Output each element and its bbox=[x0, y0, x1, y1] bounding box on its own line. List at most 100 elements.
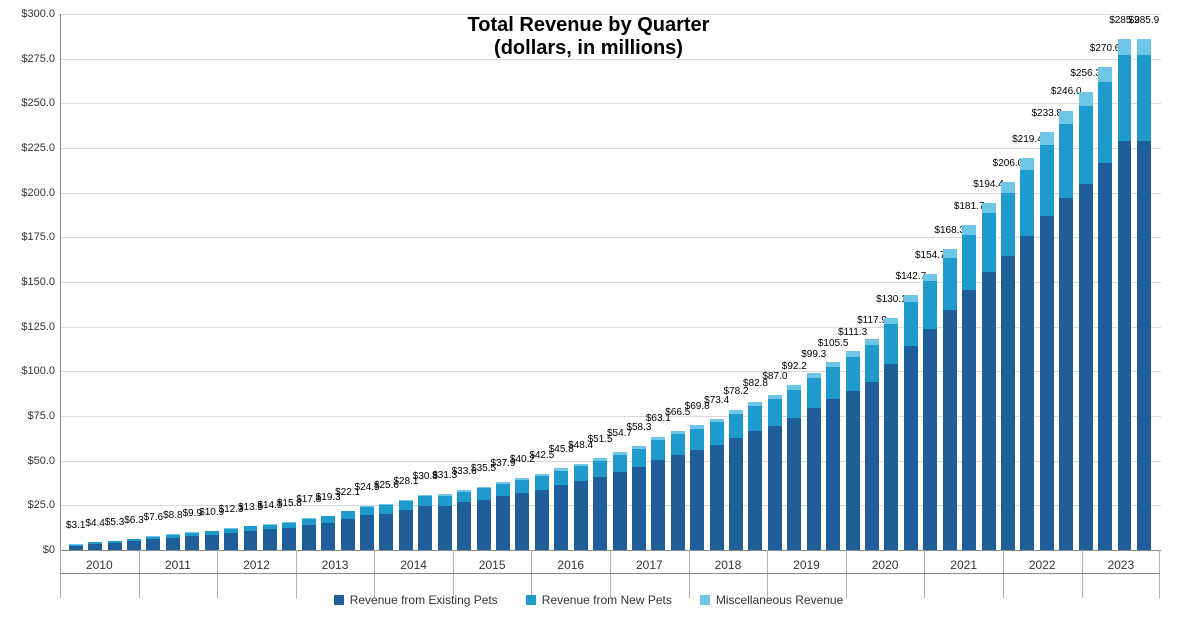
bar-segment-new bbox=[729, 414, 743, 438]
stacked-bar bbox=[379, 504, 393, 550]
bar-segment-new bbox=[982, 213, 996, 272]
bar-slot: $142.7 bbox=[901, 14, 920, 550]
bar-segment-new bbox=[1001, 193, 1015, 256]
y-tick-label: $275.0 bbox=[5, 53, 55, 65]
bar-segment-new bbox=[671, 434, 685, 455]
bar-slot: $99.3 bbox=[804, 14, 823, 550]
stacked-bar bbox=[593, 458, 607, 550]
legend-item: Revenue from New Pets bbox=[526, 593, 672, 607]
stacked-bar bbox=[1079, 92, 1093, 550]
y-tick-label: $175.0 bbox=[5, 231, 55, 243]
stacked-bar bbox=[477, 487, 491, 550]
bar-segment-new bbox=[515, 480, 529, 493]
bar-segment-existing bbox=[166, 538, 180, 550]
y-tick-label: $50.0 bbox=[5, 455, 55, 467]
bar-segment-new bbox=[787, 390, 801, 418]
stacked-bar bbox=[884, 318, 898, 550]
bar-segment-new bbox=[613, 455, 627, 472]
stacked-bar bbox=[710, 419, 724, 550]
bar-segment-existing bbox=[1098, 163, 1112, 550]
stacked-bar bbox=[1137, 39, 1151, 550]
bar-segment-existing bbox=[1118, 141, 1132, 550]
stacked-bar bbox=[341, 511, 355, 550]
bar-value-label: $6.3 bbox=[124, 515, 143, 526]
bar-segment-new bbox=[943, 258, 957, 309]
bar-segment-existing bbox=[263, 529, 277, 550]
bar-segment-existing bbox=[923, 329, 937, 550]
bar-segment-existing bbox=[418, 506, 432, 550]
bar-value-label: $8.8 bbox=[163, 510, 182, 521]
bar-slot: $58.3 bbox=[629, 14, 648, 550]
legend: Revenue from Existing PetsRevenue from N… bbox=[0, 593, 1177, 607]
bar-slot: $22.1 bbox=[338, 14, 357, 550]
bar-segment-existing bbox=[185, 536, 199, 550]
bar-segment-existing bbox=[651, 460, 665, 550]
bar-segment-existing bbox=[904, 346, 918, 550]
bar-slot: $117.9 bbox=[862, 14, 881, 550]
bar-value-label: $3.1 bbox=[66, 520, 85, 531]
bar-slot: $69.8 bbox=[688, 14, 707, 550]
stacked-bar bbox=[768, 395, 782, 550]
bar-segment-new bbox=[399, 501, 413, 510]
bar-segment-new bbox=[554, 471, 568, 485]
bar-segment-new bbox=[360, 507, 374, 515]
y-tick-label: $100.0 bbox=[5, 365, 55, 377]
bar-segment-misc bbox=[943, 249, 957, 258]
bar-segment-existing bbox=[768, 426, 782, 550]
bar-segment-misc bbox=[1059, 111, 1073, 124]
stacked-bar bbox=[748, 402, 762, 550]
y-tick-label: $125.0 bbox=[5, 321, 55, 333]
stacked-bar bbox=[826, 362, 840, 550]
stacked-bar bbox=[1020, 158, 1034, 550]
bar-segment-new bbox=[593, 461, 607, 477]
bar-segment-existing bbox=[302, 525, 316, 550]
bar-slot: $48.4 bbox=[571, 14, 590, 550]
y-tick-label: $250.0 bbox=[5, 97, 55, 109]
bar-segment-existing bbox=[379, 514, 393, 550]
legend-swatch bbox=[700, 595, 710, 605]
bar-slot: $206.0 bbox=[998, 14, 1017, 550]
bar-segment-existing bbox=[1079, 184, 1093, 550]
bar-segment-existing bbox=[962, 290, 976, 550]
stacked-bar bbox=[146, 536, 160, 550]
bar-slot: $13.5 bbox=[241, 14, 260, 550]
bar-segment-existing bbox=[593, 477, 607, 550]
stacked-bar bbox=[923, 274, 937, 550]
bar-slot: $35.5 bbox=[474, 14, 493, 550]
bar-slot: $168.3 bbox=[940, 14, 959, 550]
bar-segment-new bbox=[379, 505, 393, 513]
bar-slot: $8.8 bbox=[163, 14, 182, 550]
stacked-bar bbox=[418, 495, 432, 550]
bar-slot: $87.0 bbox=[765, 14, 784, 550]
stacked-bar bbox=[515, 478, 529, 550]
bar-segment-new bbox=[904, 302, 918, 346]
stacked-bar bbox=[1040, 132, 1054, 550]
stacked-bar bbox=[1001, 182, 1015, 550]
stacked-bar bbox=[904, 295, 918, 550]
bar-slot: $285.9 bbox=[1115, 14, 1134, 550]
bar-slot: $63.1 bbox=[649, 14, 668, 550]
stacked-bar bbox=[807, 373, 821, 550]
bar-segment-misc bbox=[1001, 182, 1015, 193]
bar-slot: $54.7 bbox=[610, 14, 629, 550]
bar-segment-existing bbox=[535, 490, 549, 550]
bar-segment-existing bbox=[884, 364, 898, 550]
bar-segment-misc bbox=[1079, 92, 1093, 106]
bar-slot: $15.8 bbox=[280, 14, 299, 550]
bar-slot: $111.3 bbox=[843, 14, 862, 550]
bar-segment-new bbox=[535, 476, 549, 489]
stacked-bar bbox=[1059, 111, 1073, 551]
bar-segment-existing bbox=[807, 408, 821, 550]
bar-slot: $25.6 bbox=[377, 14, 396, 550]
bar-segment-existing bbox=[496, 496, 510, 550]
bar-segment-misc bbox=[1137, 39, 1151, 55]
bar-segment-new bbox=[341, 511, 355, 518]
bar-slot: $42.5 bbox=[532, 14, 551, 550]
legend-swatch bbox=[526, 595, 536, 605]
bar-segment-existing bbox=[127, 541, 141, 550]
stacked-bar bbox=[846, 351, 860, 550]
bar-segment-new bbox=[846, 357, 860, 391]
bar-segment-new bbox=[1040, 145, 1054, 216]
stacked-bar bbox=[865, 339, 879, 550]
bar-slot: $14.5 bbox=[260, 14, 279, 550]
